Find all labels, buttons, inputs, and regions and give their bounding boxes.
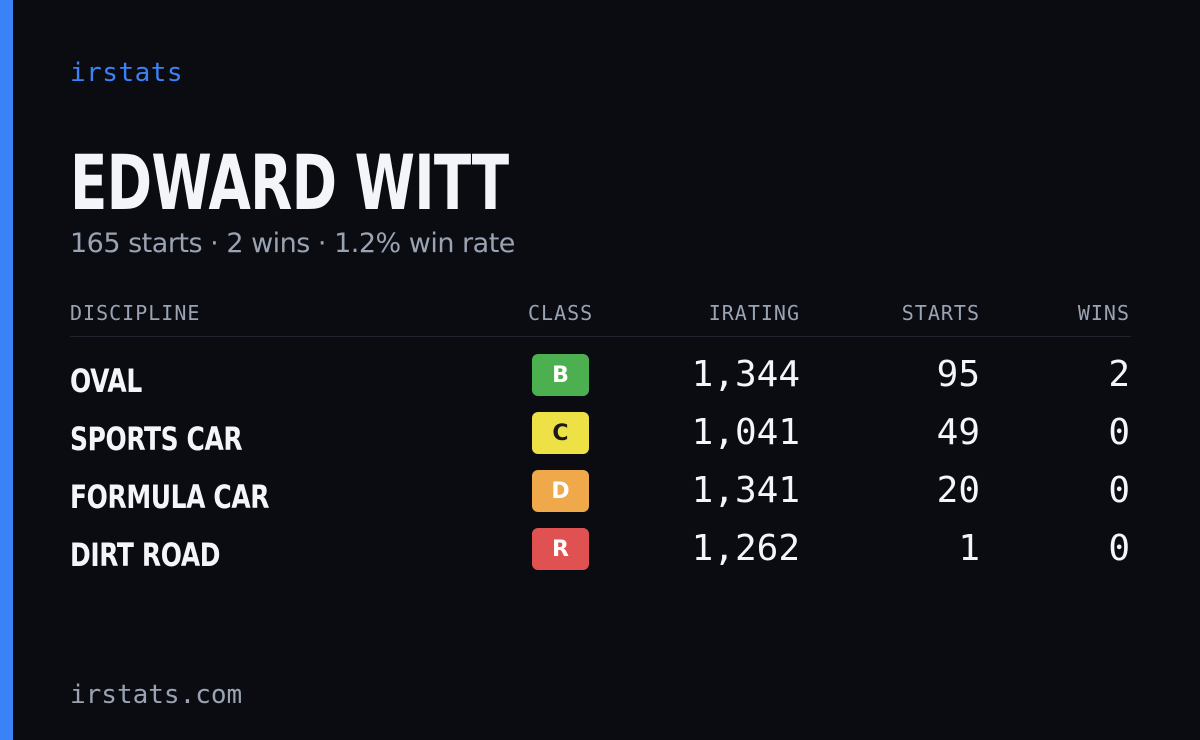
wins-value: 0 (1108, 470, 1130, 511)
table-row: SPORTS CAR C 1,041 49 0 (70, 410, 1131, 468)
wins-value: 2 (1108, 354, 1130, 395)
class-badge: C (532, 412, 589, 454)
class-badge: D (532, 470, 589, 512)
discipline-stats-table: DISCIPLINE CLASS IRATING STARTS WINS OVA… (70, 298, 1131, 584)
driver-summary: 165 starts · 2 wins · 1.2% win rate (70, 228, 515, 259)
header-discipline: DISCIPLINE (70, 301, 201, 325)
discipline-name: OVAL (70, 362, 142, 400)
starts-value: 20 (936, 470, 980, 511)
discipline-name: FORMULA CAR (70, 478, 270, 516)
starts-value: 95 (936, 354, 980, 395)
table-row: DIRT ROAD R 1,262 1 0 (70, 526, 1131, 584)
brand-logo[interactable]: irstats (70, 58, 184, 88)
irating-value: 1,344 (691, 354, 800, 395)
discipline-name: DIRT ROAD (70, 536, 221, 574)
header-starts: STARTS (901, 301, 980, 325)
irating-value: 1,341 (691, 470, 800, 511)
header-irating: IRATING (708, 301, 800, 325)
starts-value: 49 (936, 412, 980, 453)
wins-value: 0 (1108, 412, 1130, 453)
discipline-name: SPORTS CAR (70, 420, 243, 458)
wins-value: 0 (1108, 528, 1130, 569)
accent-bar (0, 0, 13, 740)
header-class: CLASS (528, 301, 594, 325)
class-badge: B (532, 354, 589, 396)
table-body: OVAL B 1,344 95 2 SPORTS CAR C 1,041 49 … (70, 337, 1131, 584)
header-wins: WINS (1077, 301, 1130, 325)
driver-name: EDWARD WITT (70, 138, 509, 227)
table-header: DISCIPLINE CLASS IRATING STARTS WINS (70, 298, 1131, 337)
footer-url[interactable]: irstats.com (70, 680, 243, 710)
irating-value: 1,262 (691, 528, 800, 569)
table-row: OVAL B 1,344 95 2 (70, 352, 1131, 410)
class-badge: R (532, 528, 589, 570)
irating-value: 1,041 (691, 412, 800, 453)
table-row: FORMULA CAR D 1,341 20 0 (70, 468, 1131, 526)
starts-value: 1 (958, 528, 980, 569)
